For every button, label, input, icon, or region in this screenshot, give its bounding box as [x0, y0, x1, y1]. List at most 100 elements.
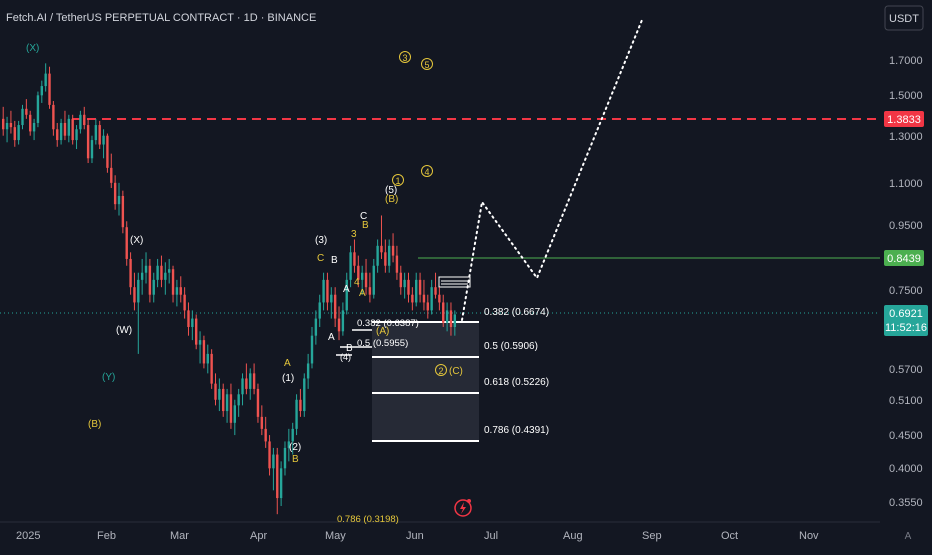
y-tick-label: 0.5700 — [889, 364, 923, 376]
y-tick-label: 1.7000 — [889, 55, 923, 67]
candle-body — [67, 118, 71, 136]
candle-body — [276, 454, 279, 499]
candle-body — [279, 468, 283, 499]
y-tick-label: 0.5100 — [889, 395, 923, 407]
candle-body — [237, 394, 240, 406]
candle-body — [102, 135, 105, 145]
candle-body — [191, 318, 194, 328]
y-tick-label: 0.9500 — [889, 220, 923, 232]
candle-body — [5, 122, 9, 130]
fib-label: 0.618 (0.5226) — [484, 377, 549, 388]
currency-button[interactable]: USDT — [884, 5, 924, 31]
wave-label: A — [284, 358, 291, 369]
candle-body — [272, 454, 275, 469]
candle-body — [306, 363, 310, 379]
fib-retracement-box[interactable] — [372, 322, 479, 442]
resistance-price: 1.3833 — [887, 114, 921, 126]
candle-body — [260, 416, 264, 429]
candle-body — [430, 287, 433, 311]
candle-body — [125, 227, 128, 259]
x-tick-label: Jun — [406, 530, 424, 542]
candle-body — [98, 125, 101, 145]
candle-body — [384, 252, 387, 266]
candle-body — [395, 255, 399, 273]
candle-body — [426, 302, 429, 311]
candle-body — [407, 279, 410, 295]
candle-body — [83, 114, 86, 126]
candle-body — [411, 294, 414, 303]
candle-body — [245, 378, 248, 389]
wave-label: (2) — [289, 442, 301, 453]
candle-body — [210, 353, 213, 384]
wave-label: (4) — [340, 352, 351, 362]
wave-label: (1) — [282, 373, 294, 384]
candle-body — [121, 195, 125, 228]
scale-mode-toggle[interactable]: A — [905, 531, 912, 542]
circle-label-ring — [421, 165, 433, 177]
circle-label: 3 — [402, 53, 407, 63]
wave-label: (3) — [315, 235, 327, 246]
wave-label: (B) — [88, 419, 101, 430]
candle-body — [36, 95, 40, 123]
y-tick-label: 1.3000 — [889, 131, 923, 143]
candle-body — [156, 265, 159, 280]
inner-fib-label: 0.382 (0.6387) — [357, 318, 419, 329]
candle-body — [140, 272, 144, 280]
candle-body — [202, 340, 206, 364]
candle-body — [249, 373, 252, 389]
candle-body — [372, 265, 375, 295]
wave-label: A — [359, 288, 366, 299]
candle-body — [449, 310, 453, 328]
candle-body — [256, 388, 260, 417]
target-zone-box — [438, 276, 471, 288]
lightning-icon[interactable] — [454, 499, 472, 517]
wave-label: (Y) — [102, 372, 115, 383]
x-tick-label: May — [325, 530, 346, 542]
wave-label: (5) — [385, 185, 397, 196]
candle-body — [71, 118, 74, 141]
support-price-tag: 0.8439 — [884, 250, 924, 266]
inner-fib-label: 0.786 (0.3198) — [337, 514, 399, 525]
candle-body — [9, 122, 13, 128]
candle-body — [299, 399, 302, 412]
candle-body — [110, 167, 113, 183]
candle-body — [86, 125, 90, 159]
candle-body — [422, 294, 426, 303]
candle-body — [17, 125, 20, 141]
x-tick-label: Feb — [97, 530, 116, 542]
x-axis[interactable]: 2025 Feb Mar Apr May Jun Jul Aug Sep Oct… — [16, 530, 819, 542]
wave-label: B — [346, 343, 353, 354]
wave-labels: (X) (X) (W) (Y) (B) A (1) (2) B (3) C B … — [26, 43, 463, 465]
candle-body — [198, 340, 202, 345]
circle-label-ring — [399, 51, 411, 63]
circle-label: 2 — [438, 366, 443, 376]
inner-fib-label: 0.5 (0.5955) — [357, 338, 408, 349]
x-tick-label: Apr — [250, 530, 267, 542]
candle-body — [152, 279, 155, 295]
candle-body — [399, 272, 402, 288]
candle-body — [225, 394, 229, 412]
candle-body — [229, 394, 233, 423]
candle-body — [175, 287, 179, 295]
circle-label-ring — [435, 364, 447, 376]
candle-body — [303, 378, 306, 412]
candle-body — [179, 287, 182, 295]
candle-body — [418, 279, 422, 295]
candle-body — [90, 140, 94, 159]
candle-body — [326, 279, 329, 303]
circle-label-ring — [392, 174, 404, 186]
currency-label[interactable]: USDT — [889, 13, 919, 25]
candle-body — [453, 314, 457, 328]
candle-body — [341, 310, 345, 332]
candle-body — [59, 122, 63, 141]
candle-body — [2, 118, 5, 130]
y-axis[interactable]: 1.7000 1.5000 1.3000 1.1000 0.9500 0.750… — [889, 55, 923, 509]
wave-label: C — [317, 253, 324, 264]
y-tick-label: 0.7500 — [889, 285, 923, 297]
wave-label: A — [328, 332, 335, 343]
candle-body — [291, 428, 294, 442]
candle-body — [368, 287, 372, 295]
candle-body — [287, 441, 291, 448]
candle-body — [21, 108, 24, 126]
